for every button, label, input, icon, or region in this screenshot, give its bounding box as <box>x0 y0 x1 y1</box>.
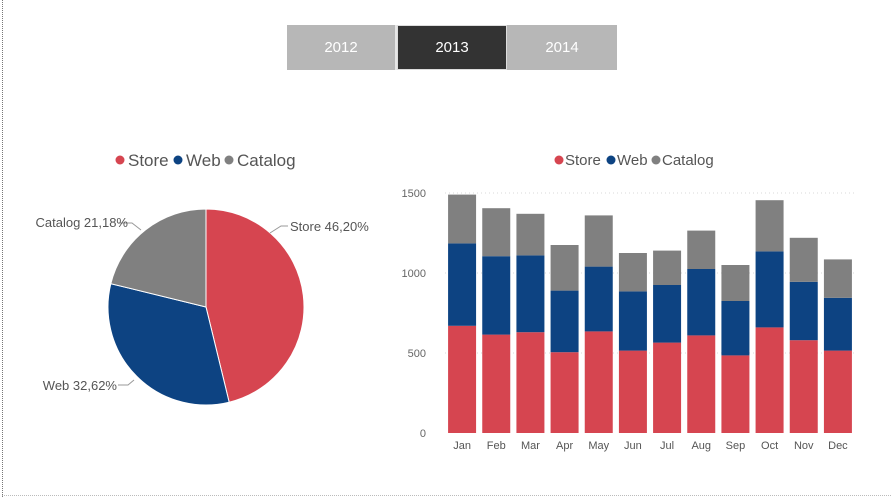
pie-legend-web-label: Web <box>186 151 221 170</box>
year-slicer[interactable]: 2012 2013 2014 <box>287 25 619 70</box>
bar-store-apr[interactable] <box>550 352 579 433</box>
y-tick-label: 500 <box>408 348 426 360</box>
bar-catalog-apr[interactable] <box>550 245 579 291</box>
bar-web-may[interactable] <box>584 266 613 332</box>
bar-store-jun[interactable] <box>618 350 647 433</box>
bar-catalog-nov[interactable] <box>789 237 818 282</box>
pie-leader-store <box>269 225 288 234</box>
bar-catalog-sep[interactable] <box>721 265 750 301</box>
bar-catalog-mar[interactable] <box>516 213 545 256</box>
bar-store-oct[interactable] <box>755 327 784 433</box>
y-tick-label: 1000 <box>402 268 426 280</box>
x-tick-label: Aug <box>691 440 711 452</box>
pie-leader-web <box>118 379 135 386</box>
bar-store-jan[interactable] <box>448 325 477 433</box>
bar-web-aug[interactable] <box>687 269 716 336</box>
x-tick-label: Mar <box>521 440 540 452</box>
bar-catalog-oct[interactable] <box>755 200 784 252</box>
pie-label-catalog: Catalog 21,18% <box>35 215 128 230</box>
bar-store-mar[interactable] <box>516 332 545 433</box>
page-border-left <box>2 0 3 497</box>
pie-label-store: Store 46,20% <box>290 219 369 234</box>
bar-web-feb[interactable] <box>482 256 511 335</box>
pie-slice-web[interactable] <box>107 283 230 406</box>
year-button-2012[interactable]: 2012 <box>287 25 397 70</box>
stacked-bar-chart: Store Web Catalog 0 500 1000 1500 Jan Feb Mar… <box>402 152 855 452</box>
pie-legend-catalog-label: Catalog <box>237 151 296 170</box>
x-tick-label: Feb <box>487 440 506 452</box>
bar-catalog-dec[interactable] <box>823 259 852 298</box>
pie-slice-catalog[interactable] <box>110 208 207 308</box>
pie-legend-store-label: Store <box>128 151 169 170</box>
bar-catalog-jul[interactable] <box>653 250 682 285</box>
x-tick-label: Apr <box>556 440 573 452</box>
bar-store-may[interactable] <box>584 331 613 433</box>
bar-web-jun[interactable] <box>618 291 647 351</box>
bar-web-apr[interactable] <box>550 290 579 353</box>
x-tick-label: Dec <box>828 440 848 452</box>
bar-store-nov[interactable] <box>789 340 818 433</box>
pie-legend-catalog-marker <box>224 155 234 165</box>
bar-legend-catalog-marker <box>651 155 661 165</box>
x-tick-label: May <box>588 440 609 452</box>
year-button-2014[interactable]: 2014 <box>507 25 617 70</box>
bar-catalog-may[interactable] <box>584 215 613 267</box>
page-border-bottom <box>2 495 891 496</box>
pie-legend-store-marker <box>115 155 125 165</box>
x-tick-label: Jul <box>660 440 674 452</box>
bar-web-sep[interactable] <box>721 301 750 356</box>
pie-label-web: Web 32,62% <box>43 378 118 393</box>
bar-store-feb[interactable] <box>482 334 511 433</box>
bar-web-dec[interactable] <box>823 297 852 351</box>
bar-legend-web-marker <box>606 155 616 165</box>
pie-leader-catalog <box>118 222 142 231</box>
y-tick-label: 0 <box>420 428 426 440</box>
bar-legend: Store Web Catalog <box>554 152 714 169</box>
pie-legend: Store Web Catalog <box>115 151 296 170</box>
x-tick-label: Nov <box>794 440 814 452</box>
bar-catalog-feb[interactable] <box>482 208 511 257</box>
x-tick-label: Jan <box>453 440 471 452</box>
bar-store-sep[interactable] <box>721 355 750 433</box>
bar-web-mar[interactable] <box>516 255 545 333</box>
x-tick-label: Sep <box>726 440 746 452</box>
x-tick-label: Jun <box>624 440 642 452</box>
bar-catalog-aug[interactable] <box>687 230 716 269</box>
pie-chart: Store Web Catalog Catalog 21,18% Store 4… <box>35 151 369 406</box>
bar-store-jul[interactable] <box>653 342 682 433</box>
bar-legend-store-label: Store <box>565 152 601 169</box>
bar-store-aug[interactable] <box>687 335 716 433</box>
bar-legend-store-marker <box>554 155 564 165</box>
bar-web-jan[interactable] <box>448 243 477 326</box>
bar-catalog-jun[interactable] <box>618 253 647 292</box>
pie-legend-web-marker <box>173 155 183 165</box>
pie-slice-store[interactable] <box>205 208 305 403</box>
bar-web-nov[interactable] <box>789 281 818 341</box>
bar-web-oct[interactable] <box>755 251 784 328</box>
y-tick-label: 1500 <box>402 188 426 200</box>
bar-legend-web-label: Web <box>617 152 648 169</box>
bar-legend-catalog-label: Catalog <box>662 152 714 169</box>
bar-web-jul[interactable] <box>653 285 682 343</box>
bar-store-dec[interactable] <box>823 350 852 433</box>
bar-catalog-jan[interactable] <box>448 194 477 244</box>
x-tick-label: Oct <box>761 440 778 452</box>
year-button-2013[interactable]: 2013 <box>397 25 507 70</box>
